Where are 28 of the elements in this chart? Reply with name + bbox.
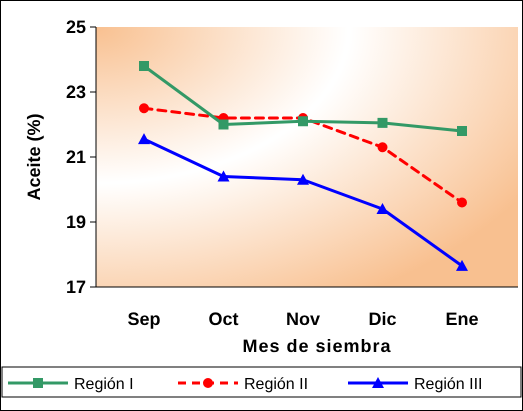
y-tick-label: 17 (66, 277, 86, 297)
point (138, 133, 150, 144)
x-tick-label: Sep (127, 309, 161, 329)
y-axis-title: Aceite (%) (24, 113, 44, 201)
point (139, 103, 149, 114)
x-tick-label: Nov (286, 309, 320, 329)
point (457, 126, 467, 136)
x-tick-label: Oct (208, 309, 239, 329)
legend-label: Región I (74, 376, 134, 393)
legend-label: Región III (414, 376, 482, 393)
y-tick-label: 19 (66, 212, 86, 232)
y-tick-label: 25 (66, 17, 86, 37)
y-tick-label: 21 (66, 147, 86, 167)
legend-label: Región II (244, 376, 308, 393)
point (298, 116, 308, 126)
point (139, 61, 149, 71)
x-tick-label: Dic (368, 309, 397, 329)
x-axis-title: Mes de siembra (242, 336, 392, 356)
point (297, 174, 309, 185)
x-tick-label: Ene (445, 309, 479, 329)
point (378, 118, 388, 128)
point (218, 170, 230, 182)
point (457, 198, 467, 208)
y-tick-label: 23 (66, 82, 86, 102)
point (378, 142, 388, 152)
point (218, 120, 228, 130)
point (376, 203, 388, 214)
point (456, 260, 468, 271)
